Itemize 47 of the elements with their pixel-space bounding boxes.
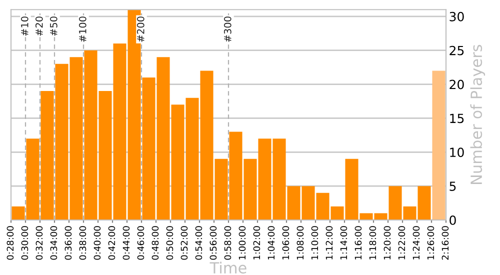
x-tick-label: 0:54:00 (195, 226, 202, 260)
x-tick-label: 0:44:00 (122, 226, 130, 260)
y-tick-label: 0 (450, 215, 456, 225)
x-tick-label: 0:28:00 (6, 226, 14, 260)
x-tick-label: 1:26:00 (427, 226, 434, 260)
y-axis-title: Number of Players (470, 44, 486, 184)
ref-line-label: #50 (50, 16, 58, 36)
x-tick-label: 1:08:00 (296, 226, 304, 260)
x-tick-label: 1:04:00 (268, 226, 275, 260)
x-tick-label: 0:34:00 (50, 226, 58, 260)
x-tick-label: 1:12:00 (326, 226, 333, 260)
y-tick-label: 20 (450, 80, 464, 90)
x-tick-label: 0:52:00 (180, 226, 188, 260)
x-tick-label: 0:56:00 (210, 226, 217, 260)
x-tick-label: 0:58:00 (224, 226, 232, 260)
x-tick-label: 1:20:00 (384, 226, 391, 260)
x-tick-label: 1:10:00 (311, 226, 318, 260)
bar (432, 70, 446, 220)
x-tick-label: 0:38:00 (79, 226, 86, 260)
x-tick-label: 0:36:00 (64, 226, 72, 260)
ref-line-label: #300 (224, 16, 232, 42)
x-tick-label: 2:16:00 (442, 226, 449, 260)
x-tick-label: 0:48:00 (152, 226, 159, 260)
x-tick-label: 1:24:00 (412, 226, 420, 260)
x-axis-title: Time (210, 262, 246, 274)
y-tick-label: 10 (450, 148, 464, 158)
y-tick-label: 15 (450, 114, 464, 124)
x-tick-label: 0:50:00 (166, 226, 174, 260)
x-tick-label: 1:22:00 (398, 226, 406, 260)
ref-line-label: #100 (78, 16, 86, 42)
x-tick-label: 0:40:00 (94, 226, 101, 260)
ref-line-label: #20 (35, 16, 43, 36)
x-tick-label: 1:18:00 (369, 226, 376, 260)
y-tick-label: 5 (450, 182, 456, 191)
ref-line-label: #200 (136, 16, 144, 42)
y-tick-label: 30 (450, 12, 464, 22)
x-tick-label: 1:00:00 (238, 226, 246, 260)
x-tick-label: 1:02:00 (253, 226, 260, 260)
x-tick-label: 1:06:00 (282, 226, 290, 260)
x-tick-label: 0:30:00 (21, 226, 28, 260)
x-tick-label: 0:42:00 (108, 226, 116, 260)
x-tick-label: 0:32:00 (36, 226, 43, 260)
x-tick-label: 1:16:00 (354, 226, 362, 260)
x-tick-label: 0:46:00 (137, 226, 144, 260)
ref-line-label: #10 (20, 16, 28, 36)
x-tick-label: 1:14:00 (340, 226, 348, 260)
y-tick-label: 25 (450, 46, 464, 56)
